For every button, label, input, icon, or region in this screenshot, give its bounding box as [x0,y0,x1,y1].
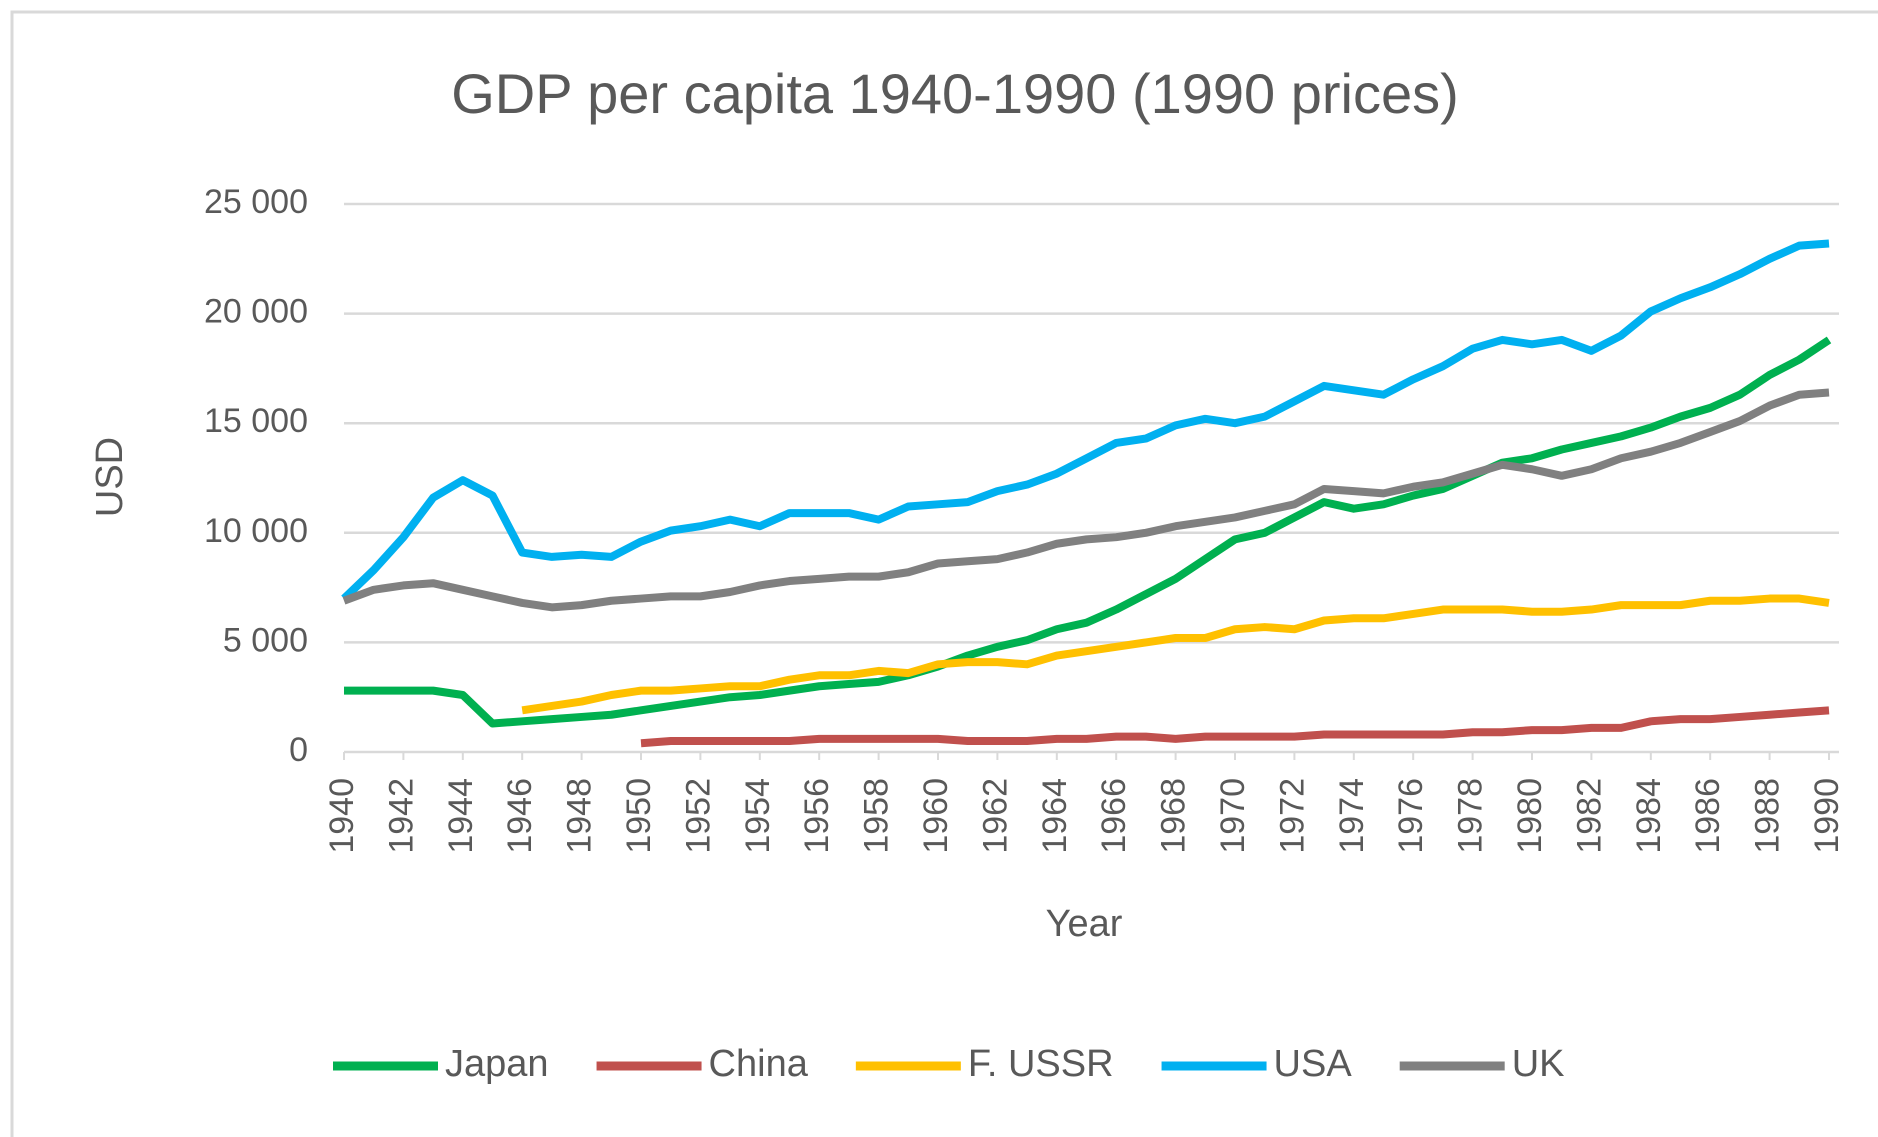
legend-label: China [709,1043,809,1085]
series-line [344,336,1832,728]
chart-border [10,10,1878,1137]
x-tick-label: 1964 [1036,778,1074,854]
x-tick-label: 1978 [1452,778,1490,854]
y-tick-label: 10 000 [204,512,308,550]
x-tick-label: 1942 [382,778,420,854]
x-tick-label: 1952 [679,778,717,854]
x-tick-label: 1974 [1333,778,1371,854]
y-tick-label: 20 000 [204,293,308,331]
x-tick-label: 1968 [1155,778,1193,854]
x-tick-label: 1984 [1630,778,1668,854]
x-tick-label: 1988 [1749,778,1787,854]
legend-label: UK [1512,1043,1565,1085]
series-line [342,388,1830,612]
legend-label: F. USSR [968,1043,1114,1085]
series-line [521,594,1830,715]
x-tick-label: 1970 [1214,778,1252,854]
x-tick-label: 1944 [442,778,480,854]
series-line [341,239,1830,602]
x-tick-label: 1972 [1273,778,1311,854]
x-tick-label: 1980 [1511,778,1549,854]
x-tick-label: 1966 [1095,778,1133,854]
legend-label: USA [1274,1043,1353,1085]
x-tick-label: 1948 [561,778,599,854]
x-tick-label: 1976 [1392,778,1430,854]
x-tick-label: 1940 [323,778,361,854]
legend-label: Japan [445,1043,549,1085]
x-tick-label: 1950 [620,778,658,854]
x-tick-label: 1954 [739,778,777,854]
x-tick-label: 1956 [798,778,836,854]
x-tick-label: 1986 [1689,778,1727,854]
y-tick-label: 15 000 [204,402,308,440]
x-tick-label: 1990 [1808,778,1846,854]
x-tick-label: 1962 [976,778,1014,854]
x-axis-label: Year [1046,903,1123,945]
x-tick-label: 1982 [1570,778,1608,854]
x-tick-label: 1946 [501,778,539,854]
y-axis-label: USD [89,437,131,517]
y-tick-label: 5 000 [223,621,308,659]
series-line [640,706,1830,748]
chart-title: GDP per capita 1940-1990 (1990 prices) [451,62,1459,125]
y-tick-label: 0 [289,731,308,769]
x-tick-label: 1960 [917,778,955,854]
y-tick-label: 25 000 [204,183,308,221]
x-tick-label: 1958 [858,778,896,854]
